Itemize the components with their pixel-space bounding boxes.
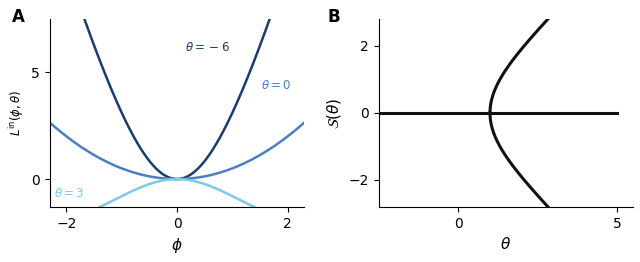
- Text: $\theta = 3$: $\theta = 3$: [54, 187, 84, 200]
- Text: $\theta = 0$: $\theta = 0$: [261, 79, 291, 92]
- X-axis label: $\theta$: $\theta$: [500, 236, 511, 252]
- X-axis label: $\phi$: $\phi$: [172, 236, 183, 255]
- Text: A: A: [12, 8, 24, 26]
- Y-axis label: $L^{\mathrm{in}}(\phi, \theta)$: $L^{\mathrm{in}}(\phi, \theta)$: [7, 90, 26, 136]
- Y-axis label: $\mathcal{S}(\theta)$: $\mathcal{S}(\theta)$: [325, 97, 343, 129]
- Text: $\theta = -6$: $\theta = -6$: [186, 41, 230, 54]
- Text: B: B: [328, 8, 340, 26]
